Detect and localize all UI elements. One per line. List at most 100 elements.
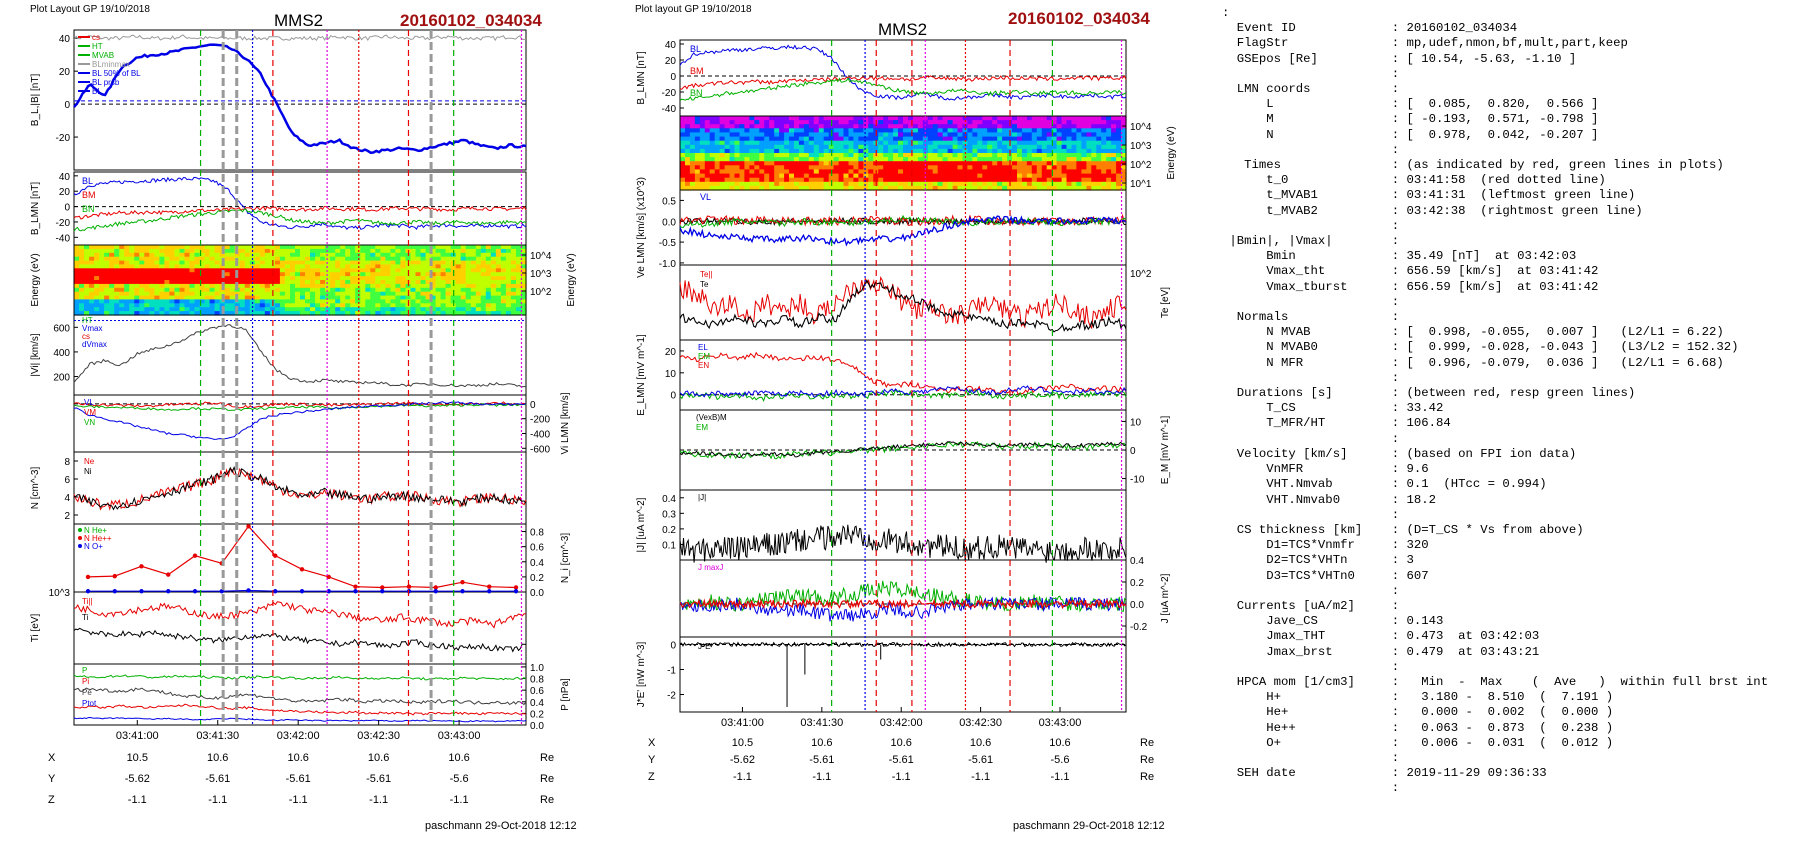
spectrogram-cell (908, 144, 914, 150)
spectrogram-cell (295, 248, 301, 254)
spectrogram-cell (355, 256, 361, 262)
spectrogram-cell (714, 169, 721, 175)
spectrogram-cell (134, 283, 140, 289)
spectrogram-cell (149, 311, 155, 316)
spectrogram-cell (789, 148, 795, 154)
spectrogram-cell (516, 245, 522, 250)
spectrogram-cell (1076, 116, 1082, 121)
spectrogram-cell (109, 303, 115, 308)
series-line-BN (679, 77, 1127, 101)
spectrogram-cell (445, 256, 452, 262)
spectrogram-cell (214, 303, 221, 308)
spectrogram-cell (355, 283, 361, 289)
spectrogram-cell (818, 116, 825, 121)
spectrogram-cell (360, 307, 366, 312)
spectrogram-cell (848, 116, 855, 121)
spectrogram-cell (898, 124, 904, 129)
spectrogram-cell (199, 311, 206, 316)
spectrogram-cell (89, 252, 95, 258)
spectrogram-cell (445, 299, 452, 304)
spectrogram-cell (500, 283, 507, 289)
spectrogram-cell (744, 140, 750, 146)
spectrogram-cell (99, 245, 105, 250)
spectrogram-cell (194, 252, 201, 258)
spectrogram-cell (719, 169, 726, 175)
spectrogram-cell (779, 120, 785, 125)
spectrogram-cell (1061, 116, 1068, 121)
spectrogram-cell (370, 272, 376, 277)
spectrogram-cell (199, 283, 206, 289)
spectrogram-cell (365, 303, 371, 308)
spectrogram-cell (759, 153, 765, 158)
spectrogram-cell (360, 256, 366, 262)
spectrogram-cell (164, 283, 170, 289)
spectrogram-cell (79, 299, 85, 304)
spectrogram-cell (164, 248, 170, 254)
spectrogram-cell (510, 307, 517, 312)
spectrogram-cell (159, 295, 165, 301)
spectrogram-cell (794, 136, 800, 142)
spectrogram-cell (164, 256, 170, 262)
spectrogram-cell (179, 307, 186, 312)
y-tick-label: 400 (53, 348, 70, 359)
spectrogram-cell (380, 245, 386, 250)
spectrogram-cell (1002, 165, 1008, 170)
spectrogram-cell (1051, 185, 1058, 191)
spectrogram-cell (340, 268, 346, 273)
spectrogram-cell (229, 287, 236, 293)
spectrogram-cell (284, 252, 291, 258)
spectrogram-cell (694, 120, 701, 125)
spectrogram-cell (779, 185, 785, 191)
spectrogram-cell (114, 303, 120, 308)
spectrogram-cell (495, 291, 502, 297)
spectrogram-cell (455, 280, 462, 285)
spectrogram-cell (942, 153, 949, 158)
spectrogram-cell (739, 153, 746, 158)
spectrogram-cell (290, 291, 296, 297)
spectrogram-cell (109, 256, 115, 262)
spectrogram-cell (685, 148, 691, 154)
legend-marker (78, 544, 82, 548)
spectrogram-cell (898, 148, 904, 154)
spectrogram-cell (977, 177, 983, 183)
spectrogram-cell (803, 136, 810, 142)
spectrogram-cell (982, 161, 988, 166)
spectrogram-cell (264, 283, 271, 289)
spectrogram-cell (853, 124, 859, 129)
spectrogram-cell (224, 264, 231, 269)
spectrogram-cell (1056, 157, 1063, 162)
spectrogram-cell (119, 303, 125, 308)
spectrogram-cell (903, 181, 909, 187)
spectrogram-cell (922, 124, 929, 129)
spectrogram-cell (813, 165, 820, 170)
spectrogram-cell (903, 132, 909, 138)
spectrogram-cell (505, 264, 512, 269)
spectrogram-cell (390, 295, 396, 301)
spectrogram-cell (818, 185, 825, 191)
spectrogram-cell (259, 307, 266, 312)
series-line-BM (679, 74, 1127, 90)
spectrogram-cell (335, 295, 341, 301)
spectrogram-cell (833, 185, 840, 191)
text-line: : (1391, 781, 1400, 796)
spectrogram-cell (305, 245, 311, 250)
spectrogram-cell (259, 287, 266, 293)
spectrogram-cell (1051, 165, 1058, 170)
spectrogram-cell (977, 144, 983, 150)
spectrogram-cell (445, 272, 452, 277)
spectrogram-cell (440, 283, 447, 289)
spectrogram-cell (1021, 140, 1028, 146)
y-tick-label: -2 (667, 691, 676, 702)
spectrogram-cell (209, 272, 216, 277)
spectrogram-cell (1031, 128, 1038, 133)
spectrogram-cell (724, 177, 731, 183)
spectrogram-cell (858, 148, 864, 154)
spectrogram-cell (209, 311, 216, 316)
spectrogram-cell (420, 272, 427, 277)
spectrogram-cell (937, 165, 944, 170)
spectrogram-cell (134, 260, 140, 266)
spectrogram-cell (174, 272, 180, 277)
spectrogram-cell (269, 264, 276, 269)
spectrogram-cell (714, 181, 721, 187)
spectrogram-cell (1041, 157, 1048, 162)
